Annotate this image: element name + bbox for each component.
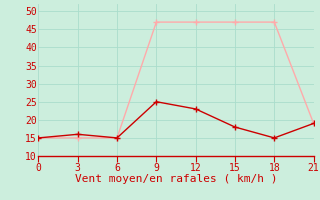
X-axis label: Vent moyen/en rafales ( km/h ): Vent moyen/en rafales ( km/h ): [75, 174, 277, 184]
